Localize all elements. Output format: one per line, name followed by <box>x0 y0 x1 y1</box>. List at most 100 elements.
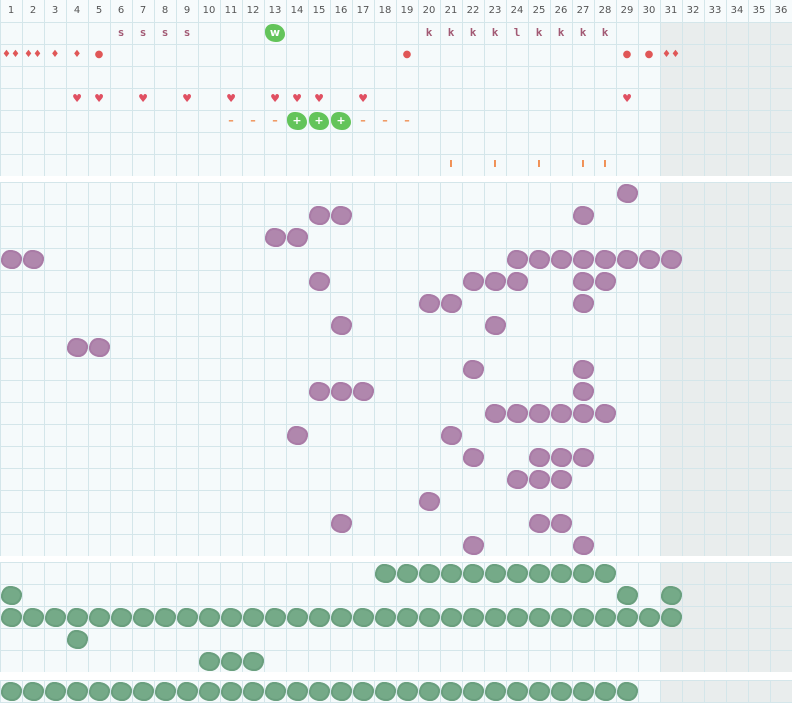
teal-block[interactable] <box>529 564 550 583</box>
teal-block[interactable] <box>23 608 44 627</box>
teal-block[interactable] <box>463 608 484 627</box>
purple-block[interactable] <box>551 470 572 489</box>
teal-block[interactable] <box>441 608 462 627</box>
teal-block[interactable] <box>177 608 198 627</box>
teal-block[interactable] <box>507 564 528 583</box>
teal-block[interactable] <box>529 682 550 701</box>
teal-block[interactable] <box>573 608 594 627</box>
purple-block[interactable] <box>331 382 352 401</box>
teal-block[interactable] <box>595 564 616 583</box>
teal-block[interactable] <box>551 564 572 583</box>
purple-block[interactable] <box>463 448 484 467</box>
purple-block[interactable] <box>1 250 22 269</box>
teal-block[interactable] <box>485 564 506 583</box>
teal-block[interactable] <box>617 586 638 605</box>
teal-block[interactable] <box>573 564 594 583</box>
teal-block[interactable] <box>177 682 198 701</box>
w-badge[interactable]: w <box>265 24 285 42</box>
add-badge[interactable]: + <box>331 112 351 130</box>
teal-block[interactable] <box>595 608 616 627</box>
teal-block[interactable] <box>265 682 286 701</box>
purple-block[interactable] <box>595 404 616 423</box>
teal-block[interactable] <box>551 682 572 701</box>
purple-block[interactable] <box>573 250 594 269</box>
purple-block[interactable] <box>529 404 550 423</box>
teal-block[interactable] <box>309 682 330 701</box>
teal-block[interactable] <box>375 608 396 627</box>
teal-block[interactable] <box>397 564 418 583</box>
teal-block[interactable] <box>199 682 220 701</box>
teal-block[interactable] <box>419 608 440 627</box>
teal-block[interactable] <box>661 586 682 605</box>
teal-block[interactable] <box>309 608 330 627</box>
teal-block[interactable] <box>243 608 264 627</box>
purple-block[interactable] <box>287 228 308 247</box>
teal-block[interactable] <box>441 682 462 701</box>
teal-block[interactable] <box>1 608 22 627</box>
teal-block[interactable] <box>353 608 374 627</box>
teal-block[interactable] <box>45 608 66 627</box>
teal-block[interactable] <box>485 682 506 701</box>
teal-block[interactable] <box>397 682 418 701</box>
purple-block[interactable] <box>441 294 462 313</box>
purple-block[interactable] <box>573 294 594 313</box>
purple-block[interactable] <box>287 426 308 445</box>
teal-block[interactable] <box>529 608 550 627</box>
teal-block[interactable] <box>507 608 528 627</box>
purple-block[interactable] <box>639 250 660 269</box>
teal-block[interactable] <box>331 682 352 701</box>
purple-block[interactable] <box>331 514 352 533</box>
teal-block[interactable] <box>441 564 462 583</box>
purple-block[interactable] <box>573 206 594 225</box>
purple-block[interactable] <box>595 272 616 291</box>
teal-block[interactable] <box>507 682 528 701</box>
purple-block[interactable] <box>573 382 594 401</box>
purple-block[interactable] <box>661 250 682 269</box>
purple-block[interactable] <box>353 382 374 401</box>
purple-block[interactable] <box>551 250 572 269</box>
teal-block[interactable] <box>111 608 132 627</box>
teal-block[interactable] <box>1 682 22 701</box>
teal-block[interactable] <box>595 682 616 701</box>
teal-block[interactable] <box>23 682 44 701</box>
add-badge[interactable]: + <box>287 112 307 130</box>
purple-block[interactable] <box>551 448 572 467</box>
teal-block[interactable] <box>111 682 132 701</box>
teal-block[interactable] <box>155 608 176 627</box>
purple-block[interactable] <box>573 404 594 423</box>
teal-block[interactable] <box>133 608 154 627</box>
purple-block[interactable] <box>485 316 506 335</box>
teal-block[interactable] <box>265 608 286 627</box>
teal-block[interactable] <box>287 608 308 627</box>
teal-block[interactable] <box>661 608 682 627</box>
teal-block[interactable] <box>133 682 154 701</box>
teal-block[interactable] <box>617 682 638 701</box>
teal-block[interactable] <box>419 682 440 701</box>
teal-block[interactable] <box>639 608 660 627</box>
purple-block[interactable] <box>309 206 330 225</box>
purple-block[interactable] <box>309 382 330 401</box>
add-badge[interactable]: + <box>309 112 329 130</box>
purple-block[interactable] <box>573 536 594 555</box>
teal-block[interactable] <box>67 608 88 627</box>
teal-block[interactable] <box>573 682 594 701</box>
purple-block[interactable] <box>507 470 528 489</box>
purple-block[interactable] <box>419 492 440 511</box>
teal-block[interactable] <box>155 682 176 701</box>
purple-block[interactable] <box>331 206 352 225</box>
teal-block[interactable] <box>331 608 352 627</box>
purple-block[interactable] <box>67 338 88 357</box>
purple-block[interactable] <box>617 184 638 203</box>
teal-block[interactable] <box>375 564 396 583</box>
teal-block[interactable] <box>243 652 264 671</box>
purple-block[interactable] <box>463 536 484 555</box>
teal-block[interactable] <box>353 682 374 701</box>
teal-block[interactable] <box>243 682 264 701</box>
teal-block[interactable] <box>485 608 506 627</box>
purple-block[interactable] <box>507 250 528 269</box>
purple-block[interactable] <box>331 316 352 335</box>
teal-block[interactable] <box>463 564 484 583</box>
purple-block[interactable] <box>573 272 594 291</box>
teal-block[interactable] <box>617 608 638 627</box>
purple-block[interactable] <box>309 272 330 291</box>
